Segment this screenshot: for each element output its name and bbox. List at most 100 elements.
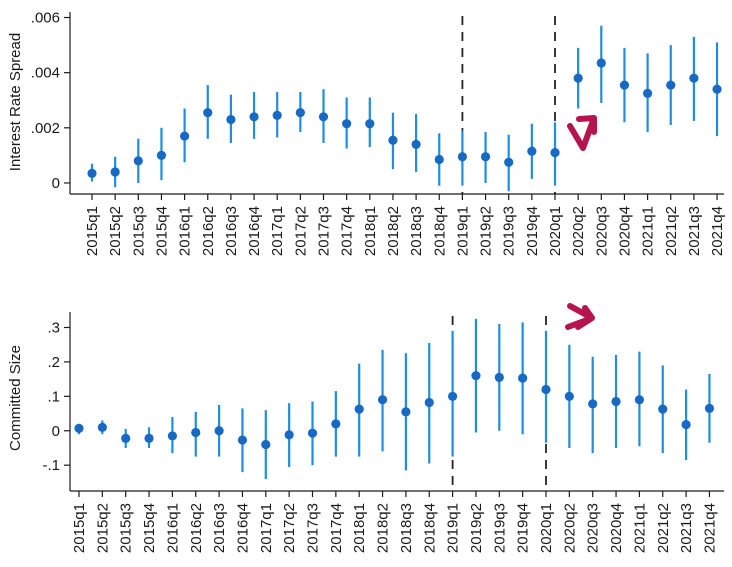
x-tick-label: 2018q4 bbox=[431, 206, 448, 256]
point-estimate-2015q4 bbox=[144, 433, 154, 443]
point-estimate-2020q2 bbox=[564, 391, 574, 401]
x-tick-label: 2019q4 bbox=[515, 503, 532, 553]
point-estimate-2016q2 bbox=[191, 427, 201, 438]
y-axis-title: Interest Rate Spread bbox=[7, 33, 24, 171]
point-estimate-2018q3 bbox=[411, 139, 421, 149]
x-tick-label: 2016q4 bbox=[234, 503, 251, 553]
point-estimate-2015q1 bbox=[87, 168, 97, 178]
x-tick-label: 2016q3 bbox=[211, 503, 228, 553]
point-estimate-2018q1 bbox=[365, 119, 375, 129]
point-estimate-2020q1 bbox=[550, 148, 560, 158]
point-estimate-2018q4 bbox=[424, 397, 434, 408]
point-estimate-2016q4 bbox=[249, 112, 259, 122]
x-tick-label: 2021q4 bbox=[701, 503, 718, 553]
point-estimate-2016q2 bbox=[203, 108, 213, 118]
y-tick-label: .004 bbox=[31, 65, 60, 82]
point-estimate-2021q3 bbox=[681, 419, 691, 430]
point-estimate-2015q2 bbox=[97, 422, 107, 432]
x-tick-label: 2021q2 bbox=[655, 503, 672, 553]
x-tick-label: 2015q3 bbox=[130, 206, 147, 256]
x-tick-label: 2020q4 bbox=[616, 206, 633, 256]
x-tick-label: 2021q1 bbox=[640, 206, 657, 256]
point-estimate-2016q3 bbox=[226, 114, 236, 125]
panel-committed-size: -.1 0 .1 .2 .3 Committed Size 2015q1 2015q2 2015… bbox=[7, 303, 724, 553]
x-tick-label: 2019q1 bbox=[445, 503, 462, 553]
x-tick-label: 2021q1 bbox=[631, 503, 648, 553]
point-estimate-2016q1 bbox=[180, 131, 190, 141]
point-estimate-2021q2 bbox=[666, 80, 676, 90]
x-tick-label: 2018q2 bbox=[375, 503, 392, 553]
x-tick-label: 2017q3 bbox=[316, 206, 333, 256]
y-tick-label: .002 bbox=[31, 120, 60, 137]
y-tick-label: .006 bbox=[31, 10, 60, 27]
x-tick-label: 2017q3 bbox=[305, 503, 322, 553]
point-estimate-2015q4 bbox=[156, 150, 167, 160]
x-tick-label: 2018q3 bbox=[408, 206, 425, 256]
point-estimate-2019q1 bbox=[457, 152, 467, 162]
x-tick-label: 2020q2 bbox=[561, 503, 578, 553]
x-tick-label: 2020q1 bbox=[538, 503, 555, 553]
y-tick-label: .2 bbox=[47, 354, 60, 371]
x-tick-label: 2021q3 bbox=[686, 206, 703, 256]
x-tick-label: 2017q1 bbox=[269, 206, 286, 256]
point-estimate-2015q3 bbox=[121, 433, 131, 443]
point-estimate-2021q1 bbox=[634, 395, 645, 405]
x-tick-label: 2015q4 bbox=[153, 206, 170, 256]
point-estimate-2016q1 bbox=[167, 431, 177, 441]
x-tick-label: 2020q3 bbox=[585, 503, 602, 553]
point-estimate-2015q3 bbox=[133, 156, 143, 166]
x-tick-label: 2015q4 bbox=[141, 503, 158, 553]
point-estimate-2017q2 bbox=[284, 430, 294, 440]
x-tick-label: 2017q4 bbox=[328, 503, 345, 553]
x-tick-label: 2019q1 bbox=[454, 206, 471, 256]
x-tick-label: 2019q4 bbox=[524, 206, 541, 256]
x-tick-label: 2015q3 bbox=[118, 503, 135, 553]
point-estimate-2018q1 bbox=[354, 404, 364, 414]
point-estimate-2015q1 bbox=[74, 423, 84, 433]
x-tick-label: 2021q4 bbox=[709, 206, 726, 256]
point-estimate-2021q1 bbox=[643, 88, 653, 98]
x-tick-label: 2021q3 bbox=[678, 503, 695, 553]
point-estimate-2021q4 bbox=[712, 84, 722, 94]
point-estimate-2019q1 bbox=[448, 391, 458, 401]
point-estimate-2019q4 bbox=[518, 373, 528, 383]
x-tick-label: 2016q2 bbox=[200, 206, 217, 256]
point-estimate-2017q4 bbox=[331, 419, 341, 429]
point-estimate-2017q3 bbox=[318, 112, 329, 122]
x-tick-label: 2018q4 bbox=[421, 503, 438, 553]
y-tick-label: .3 bbox=[47, 319, 60, 336]
x-tick-label: 2020q1 bbox=[547, 206, 564, 256]
x-tick-label: 2019q3 bbox=[501, 206, 518, 256]
point-estimate-2019q2 bbox=[480, 152, 491, 162]
point-estimate-2021q3 bbox=[689, 73, 699, 83]
y-tick-label: 0 bbox=[52, 175, 60, 192]
y-tick-label: -.1 bbox=[42, 457, 60, 474]
x-tick-label: 2018q1 bbox=[351, 503, 368, 553]
x-tick-label: 2016q1 bbox=[164, 503, 181, 553]
x-tick-label: 2016q1 bbox=[177, 206, 194, 256]
x-tick-label: 2017q4 bbox=[339, 206, 356, 256]
y-tick-label: .1 bbox=[47, 388, 60, 405]
upward-arrow-annotation bbox=[567, 115, 597, 151]
x-tick-label: 2015q1 bbox=[84, 206, 101, 256]
point-estimate-2020q1 bbox=[541, 384, 551, 395]
x-tick-label: 2016q4 bbox=[246, 206, 263, 256]
x-tick-label: 2015q2 bbox=[94, 503, 111, 553]
x-tick-label: 2018q2 bbox=[385, 206, 402, 256]
x-tick-label: 2015q2 bbox=[107, 206, 124, 256]
x-tick-label: 2020q4 bbox=[608, 503, 625, 553]
point-estimate-2020q4 bbox=[611, 396, 621, 407]
point-estimate-2017q1 bbox=[272, 110, 282, 121]
point-estimate-2017q1 bbox=[261, 439, 271, 450]
point-estimate-2020q4 bbox=[619, 80, 630, 90]
point-estimate-2017q3 bbox=[307, 428, 318, 438]
point-estimate-2016q4 bbox=[237, 435, 248, 445]
point-estimate-2017q2 bbox=[295, 108, 305, 118]
x-tick-label: 2017q1 bbox=[258, 503, 275, 553]
x-tick-label: 2015q1 bbox=[71, 503, 88, 553]
point-estimate-2018q2 bbox=[388, 135, 398, 145]
panel-interest-rate-spread: 0 .002 .004 .006 Interest Rate Spread 2015q1 2… bbox=[7, 10, 726, 257]
x-tick-label: 2020q3 bbox=[593, 206, 610, 256]
x-tick-label: 2019q2 bbox=[468, 503, 485, 553]
y-tick-label: 0 bbox=[52, 423, 60, 440]
